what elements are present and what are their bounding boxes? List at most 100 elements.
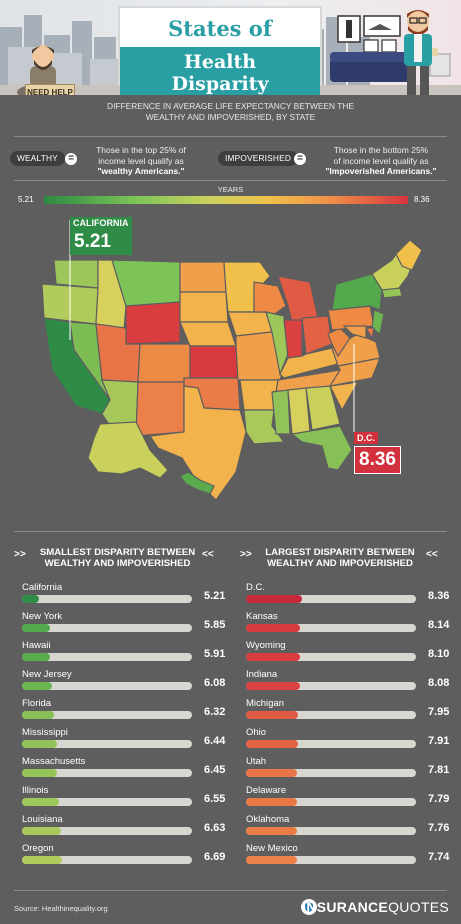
chevron-right-icon: >> [14, 549, 26, 560]
row-state-name: Kansas [246, 611, 278, 622]
brand-logo-part1: INSURANCE [302, 899, 389, 915]
california-callout-value: 5.21 [70, 229, 132, 255]
row-state-name: Louisiana [22, 814, 63, 825]
row-state-name: Hawaii [22, 640, 51, 651]
row-state-name: California [22, 582, 63, 593]
row-state-name: New Mexico [246, 843, 298, 854]
row-state-name: New York [22, 611, 63, 622]
row-bar-fill [22, 682, 53, 690]
row-value: 7.91 [428, 735, 450, 747]
divider [14, 136, 447, 137]
dc-callout: D.C. 8.36 [354, 428, 401, 474]
row-bar-fill [246, 624, 300, 632]
row-bar-fill [246, 711, 299, 719]
chevron-left-icon: << [202, 549, 214, 560]
state-massachusetts [381, 287, 403, 299]
ranked-row: Louisiana 6.63 [22, 814, 242, 843]
row-bar-track [246, 682, 416, 690]
row-state-name: Illinois [22, 785, 49, 796]
row-bar-fill [22, 827, 61, 835]
state-mississippi [271, 389, 291, 435]
divider [14, 180, 447, 181]
row-value: 6.44 [204, 735, 226, 747]
wealthy-man-illustration [404, 10, 438, 95]
state-delaware [364, 327, 375, 340]
state-illinois [265, 311, 289, 377]
impoverished-def-bold: "Impoverished Americans." [325, 166, 437, 176]
row-state-name: Utah [246, 756, 267, 767]
row-state-name: Ohio [246, 727, 267, 738]
row-state-name: Delaware [246, 785, 287, 796]
row-bar-fill [22, 624, 51, 632]
ranked-row: New Jersey 6.08 [22, 669, 242, 698]
state-washington [53, 259, 99, 289]
subtitle-background [100, 99, 361, 126]
row-value: 7.79 [428, 793, 450, 805]
row-state-name: Michigan [246, 698, 285, 709]
row-value: 7.95 [428, 706, 450, 718]
row-value: 8.36 [428, 590, 450, 602]
shield-icon [301, 899, 317, 915]
row-bar-track [22, 856, 192, 864]
largest-heading-line1: LARGEST DISPARITY BETWEEN [265, 547, 415, 558]
row-value: 7.76 [428, 822, 450, 834]
title-card: States of Health Disparity [118, 6, 322, 95]
state-wyoming [125, 301, 181, 345]
row-value: 6.32 [204, 706, 226, 718]
equals-icon: = [294, 153, 306, 165]
row-bar-track [22, 682, 192, 690]
state-florida [290, 425, 353, 471]
row-value: 6.55 [204, 793, 226, 805]
row-bar-fill [246, 682, 300, 690]
row-state-name: D.C. [246, 582, 265, 593]
scale-max: 8.36 [414, 195, 430, 204]
wealthy-def-line2: income level qualify as [98, 155, 184, 166]
state-nebraska [179, 321, 237, 347]
chevron-left-icon: << [426, 549, 438, 560]
ranked-row: Wyoming 8.10 [246, 640, 461, 669]
state-maine [395, 239, 423, 271]
brand-logo: INSURANCEQUOTES [302, 899, 449, 915]
row-bar-track [246, 827, 416, 835]
ranked-row: Oklahoma 7.76 [246, 814, 461, 843]
row-value: 7.74 [428, 851, 450, 863]
page-title-line2: Health Disparity [120, 47, 320, 95]
row-value: 6.69 [204, 851, 226, 863]
state-kansas [189, 345, 239, 379]
row-bar-track [22, 653, 192, 661]
state-texas [148, 385, 247, 501]
row-value: 8.14 [428, 619, 450, 631]
state-colorado [137, 343, 191, 383]
row-state-name: New Jersey [22, 669, 72, 680]
equals-icon: = [65, 153, 77, 165]
row-state-name: Massachusetts [22, 756, 86, 767]
row-bar-track [22, 740, 192, 748]
state-north-dakota [179, 261, 227, 293]
largest-disparity-heading: LARGEST DISPARITY BETWEEN WEALTHY AND IM… [255, 547, 425, 569]
state-alaska [87, 421, 169, 479]
row-state-name: Wyoming [246, 640, 286, 651]
wealthy-definition: Those in the top 25% of income level qua… [78, 145, 204, 177]
row-bar-track [246, 653, 416, 661]
row-bar-fill [246, 827, 297, 835]
smallest-disparity-heading: SMALLEST DISPARITY BETWEEN WEALTHY AND I… [30, 547, 205, 569]
ranked-row: New Mexico 7.74 [246, 843, 461, 872]
ranked-row: Hawaii 5.91 [22, 640, 242, 669]
row-bar-fill [246, 856, 297, 864]
ranked-row: Illinois 6.55 [22, 785, 242, 814]
dc-callout-label: D.C. [354, 432, 378, 444]
row-bar-fill [22, 740, 58, 748]
ranked-row: Kansas 8.14 [246, 611, 461, 640]
impoverished-def-line1: Those in the bottom 25% [333, 145, 429, 155]
need-help-sign: NEED HELP [25, 84, 75, 95]
row-value: 6.45 [204, 764, 226, 776]
state-new-jersey [371, 309, 385, 336]
row-bar-track [246, 624, 416, 632]
row-bar-track [246, 711, 416, 719]
row-value: 5.85 [204, 619, 226, 631]
ranked-row: Ohio 7.91 [246, 727, 461, 756]
chevron-right-icon: >> [240, 549, 252, 560]
row-bar-track [246, 595, 416, 603]
row-bar-track [22, 595, 192, 603]
row-bar-track [22, 711, 192, 719]
